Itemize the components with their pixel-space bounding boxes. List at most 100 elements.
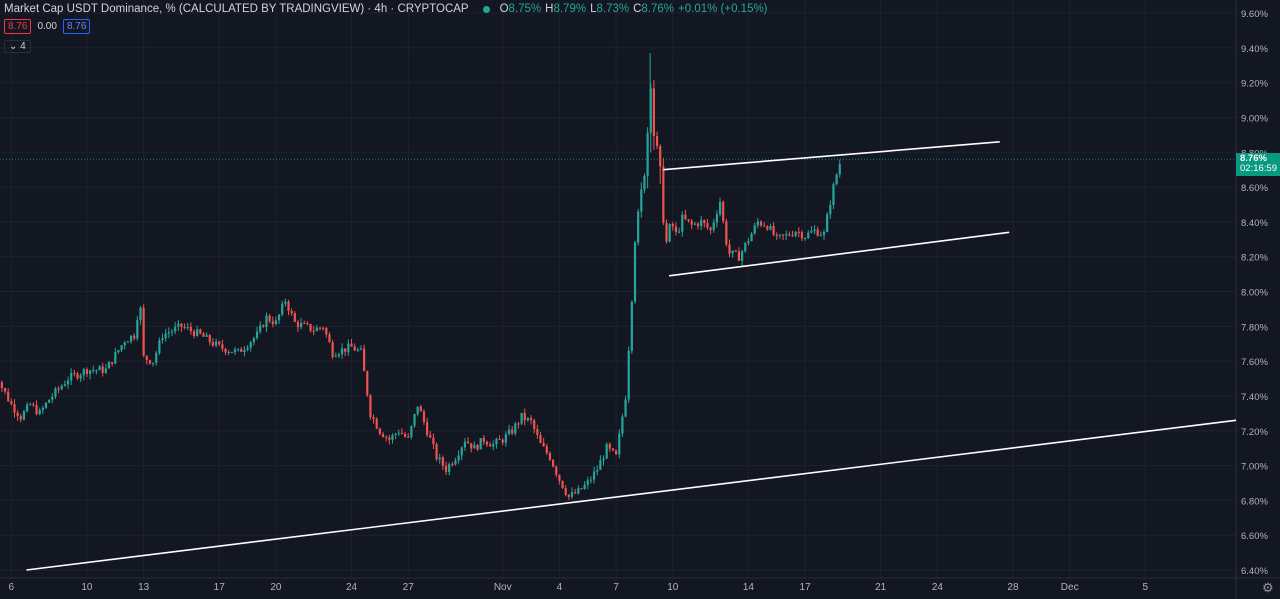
candle-body [303, 322, 306, 324]
candle-body [394, 433, 397, 436]
candle-body [230, 351, 233, 353]
candle-body [293, 313, 296, 322]
symbol-title[interactable]: Market Cap USDT Dominance, % (CALCULATED… [4, 3, 469, 15]
candle-body [662, 166, 665, 223]
candle-body [318, 327, 322, 329]
x-tick-label: 24 [932, 582, 944, 593]
candle-body [618, 433, 621, 455]
candle-body [444, 465, 448, 472]
candle-body [123, 342, 126, 346]
candle-body [744, 242, 747, 252]
candle-body [529, 418, 533, 421]
candle-body [48, 399, 51, 403]
candle-body [448, 464, 451, 472]
candle-body [482, 438, 485, 442]
candle-body [722, 201, 725, 222]
buy-button[interactable]: 8.76 [62, 19, 91, 34]
candle-body [763, 225, 766, 227]
candle-body [315, 327, 318, 332]
candle-body [759, 221, 763, 226]
indicator-count: 4 [20, 41, 26, 52]
candle-body [432, 437, 435, 445]
candle-body [567, 494, 570, 497]
candle-body [684, 214, 687, 220]
candle-body [766, 226, 769, 230]
candle-body [668, 224, 671, 242]
candle-body [139, 307, 142, 320]
candle-body [340, 348, 344, 355]
candle-body [211, 342, 215, 346]
candle-body [70, 373, 73, 381]
candle-body [199, 329, 202, 334]
candle-body [107, 362, 111, 369]
sell-button[interactable]: 8.76 [4, 19, 32, 34]
open-value: 8.75% [508, 3, 542, 15]
candle-body [709, 227, 712, 230]
candle-body [233, 349, 237, 353]
candle-body [778, 234, 782, 236]
candle-body [151, 362, 155, 364]
y-tick-label: 6.40% [1241, 566, 1268, 577]
indicators-toggle[interactable]: ⌄ 4 [4, 40, 31, 53]
trendline[interactable] [26, 419, 1237, 571]
y-tick-label: 9.00% [1241, 113, 1268, 124]
candle-body [161, 338, 164, 341]
candle-body [507, 429, 511, 435]
x-tick-label: 24 [346, 582, 358, 593]
gear-icon[interactable]: ⚙ [1262, 580, 1274, 595]
candle-body [819, 235, 822, 237]
trendline[interactable] [668, 231, 1010, 277]
candle-body [435, 444, 438, 460]
candle-body [334, 355, 337, 357]
candle-body [592, 471, 596, 480]
candle-body [347, 343, 350, 352]
candle-body [268, 315, 271, 322]
candle-body [561, 480, 564, 489]
candle-body [277, 314, 281, 321]
open-label: O [499, 3, 509, 15]
y-tick-label: 7.40% [1241, 392, 1268, 403]
candle-body [88, 370, 92, 375]
candle-body [495, 439, 498, 445]
candle-body [712, 222, 715, 230]
candle-body [44, 402, 48, 408]
candle-body [381, 433, 385, 438]
candle-body [19, 416, 22, 420]
candle-body [476, 444, 479, 450]
candle-body [781, 234, 785, 236]
candle-body [514, 423, 517, 434]
candle-body [769, 225, 772, 230]
candle-body [227, 351, 230, 353]
candle-body [224, 348, 227, 353]
candle-body [331, 342, 334, 357]
candle-body [309, 324, 312, 331]
candle-body [659, 146, 662, 167]
low-value: 8.73% [596, 3, 630, 15]
candle-body [274, 320, 278, 325]
candle-body [426, 422, 429, 435]
candle-body [696, 223, 700, 227]
close-value: 8.76% [641, 3, 675, 15]
high-value: 8.79% [553, 3, 587, 15]
candle-body [104, 368, 107, 373]
y-tick-label: 7.60% [1241, 357, 1268, 368]
market-status-icon [482, 5, 490, 13]
candle-body [243, 349, 246, 352]
trendline[interactable] [663, 141, 1000, 171]
x-tick-label: 21 [875, 582, 887, 593]
candle-body [328, 334, 331, 343]
x-tick-label: 4 [557, 582, 563, 593]
candle-body [186, 327, 189, 329]
candle-body [734, 250, 737, 252]
candle-body [747, 241, 750, 243]
candle-body [536, 429, 539, 435]
candle-body [407, 436, 410, 438]
candle-body [60, 385, 63, 390]
chevron-down-icon: ⌄ [9, 41, 18, 52]
candle-body [652, 88, 656, 137]
candle-body [681, 214, 684, 232]
candle-body [16, 412, 19, 417]
candle-body [822, 232, 826, 236]
candle-body [586, 480, 589, 485]
